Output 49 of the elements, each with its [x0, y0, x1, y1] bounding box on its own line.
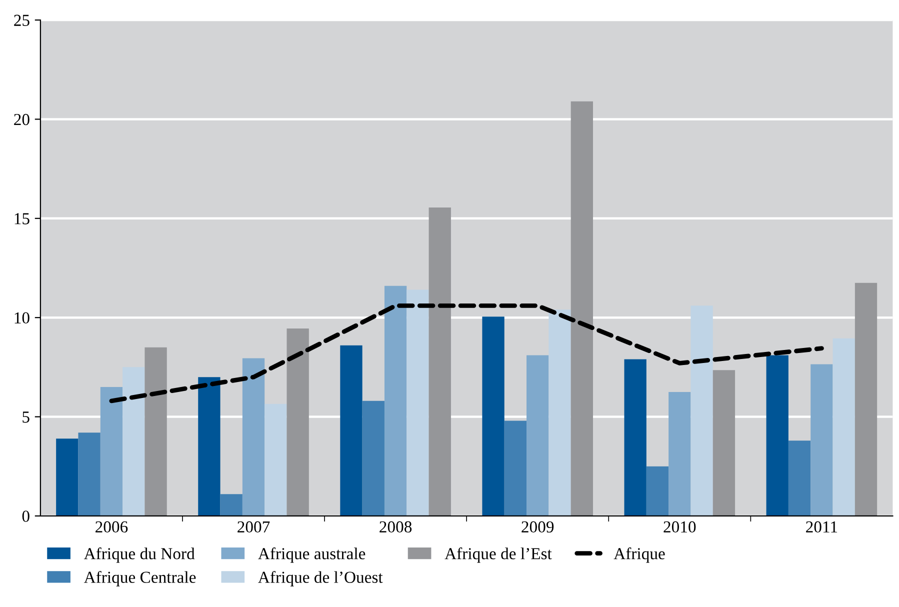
bar	[810, 364, 833, 516]
x-tick-label: 2008	[380, 521, 412, 533]
bar	[526, 355, 549, 516]
y-tick-label: 0	[22, 510, 30, 522]
bar	[624, 359, 646, 516]
bar	[406, 290, 429, 516]
x-tick-label: 2010	[664, 521, 696, 533]
bar	[340, 345, 362, 516]
bar	[482, 316, 504, 516]
legend-label: Afrique Centrale	[84, 571, 196, 586]
bar	[264, 404, 287, 516]
bar	[286, 328, 309, 516]
bar	[712, 370, 736, 516]
legend-label: Afrique de l’Ouest	[258, 571, 383, 586]
y-tick-label: 5	[22, 412, 30, 423]
bar	[384, 286, 407, 516]
legend-label: Afrique australe	[258, 547, 366, 563]
bar	[690, 306, 713, 516]
legend-label: Afrique du Nord	[84, 547, 195, 563]
line-series	[109, 303, 824, 404]
x-tick-label: 2007	[238, 521, 270, 533]
bar	[788, 440, 811, 516]
bar	[570, 101, 593, 516]
bar	[242, 358, 265, 516]
bar	[832, 338, 855, 516]
bar	[766, 355, 788, 516]
x-tick-label: 2006	[96, 521, 128, 533]
bar	[668, 392, 691, 516]
legend-label: Afrique de l’Est	[444, 547, 552, 563]
x-tick-label: 2009	[522, 521, 554, 533]
bar	[144, 347, 167, 516]
y-tick-label: 15	[14, 213, 30, 224]
bar	[100, 387, 123, 516]
bar	[78, 432, 100, 516]
x-tick-label: 2011	[806, 521, 838, 533]
bar	[646, 466, 669, 516]
bar	[504, 420, 527, 516]
bar	[362, 400, 384, 516]
bar	[56, 438, 78, 516]
bar	[198, 377, 220, 516]
y-tick-label: 10	[14, 312, 30, 324]
bar	[548, 310, 571, 516]
bar	[220, 494, 242, 516]
legend-label: Afrique	[614, 547, 665, 563]
bar	[122, 367, 145, 516]
y-tick-label: 25	[14, 14, 30, 26]
bar	[428, 207, 451, 516]
bar	[854, 282, 878, 516]
y-tick-label: 20	[14, 114, 30, 126]
